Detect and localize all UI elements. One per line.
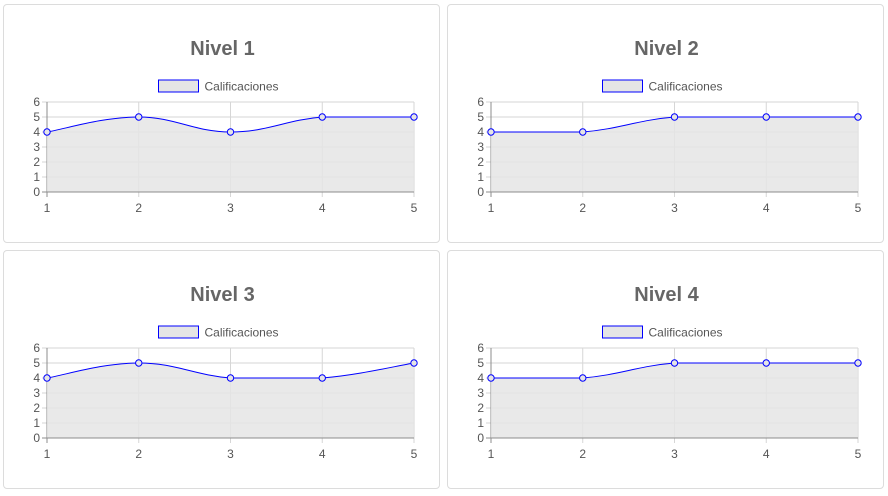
data-point[interactable] [670, 359, 679, 367]
x-tick-label: 5 [411, 201, 418, 215]
x-tick-label: 4 [763, 447, 770, 461]
y-tick-label: 0 [33, 431, 40, 445]
y-tick-label: 4 [33, 371, 40, 385]
legend-label[interactable]: Calificaciones [649, 80, 723, 94]
x-tick-label: 3 [671, 201, 678, 215]
y-tick-label: 6 [477, 341, 484, 355]
y-tick-label: 1 [33, 416, 40, 430]
y-tick-label: 2 [33, 155, 40, 169]
x-tick-label: 2 [135, 447, 142, 461]
data-point[interactable] [487, 128, 495, 136]
chart-title: Nivel 1 [190, 38, 254, 60]
data-point[interactable] [226, 374, 235, 382]
y-tick-label: 4 [477, 125, 484, 139]
y-tick-label: 0 [477, 431, 484, 445]
chart-card-nivel-3: Nivel 3 Calificaciones 0 1 2 3 4 5 6 1 2 3 4 5 [3, 250, 440, 489]
y-tick-label: 2 [33, 401, 40, 415]
legend-swatch[interactable] [602, 79, 643, 93]
y-tick-label: 4 [33, 125, 40, 139]
data-point[interactable] [854, 359, 862, 367]
chart-card-nivel-4: Nivel 4 Calificaciones 0 1 2 3 4 5 6 1 2 3 4 5 [447, 250, 884, 489]
x-tick-label: 2 [579, 447, 586, 461]
data-point[interactable] [579, 374, 587, 382]
x-tick-label: 4 [763, 201, 770, 215]
data-point[interactable] [318, 374, 326, 382]
legend-swatch[interactable] [158, 79, 199, 93]
data-point[interactable] [487, 374, 495, 382]
y-tick-label: 1 [33, 170, 40, 184]
chart-card-nivel-2: Nivel 2 Calificaciones 0 1 2 3 4 5 6 1 2 3 4 5 [447, 4, 884, 243]
data-point[interactable] [410, 113, 418, 121]
series-area [491, 117, 858, 192]
x-tick-label: 1 [44, 447, 51, 461]
data-point[interactable] [762, 113, 770, 121]
chart-title: Nivel 4 [634, 284, 699, 306]
y-tick-label: 3 [477, 386, 484, 400]
x-tick-label: 2 [135, 201, 142, 215]
y-tick-label: 1 [477, 170, 484, 184]
y-tick-label: 5 [477, 110, 484, 124]
y-tick-label: 0 [33, 185, 40, 199]
x-tick-label: 5 [855, 201, 862, 215]
y-tick-label: 5 [33, 110, 40, 124]
y-tick-label: 3 [477, 140, 484, 154]
x-tick-label: 4 [319, 201, 326, 215]
x-tick-label: 1 [488, 447, 495, 461]
data-point[interactable] [410, 359, 418, 367]
data-point[interactable] [579, 128, 587, 136]
x-tick-label: 3 [671, 447, 678, 461]
data-point[interactable] [226, 128, 235, 136]
x-tick-label: 2 [579, 201, 586, 215]
y-tick-label: 0 [477, 185, 484, 199]
legend-label[interactable]: Calificaciones [205, 326, 279, 340]
series-area [47, 363, 414, 438]
y-tick-label: 6 [477, 95, 484, 109]
data-point[interactable] [762, 359, 770, 367]
data-point[interactable] [43, 374, 51, 382]
x-tick-label: 1 [44, 201, 51, 215]
y-tick-label: 6 [33, 341, 40, 355]
x-tick-label: 5 [855, 447, 862, 461]
data-point[interactable] [135, 359, 143, 367]
y-tick-label: 3 [33, 140, 40, 154]
y-tick-label: 4 [477, 371, 484, 385]
data-point[interactable] [135, 113, 143, 121]
y-tick-label: 3 [33, 386, 40, 400]
y-tick-label: 6 [33, 95, 40, 109]
legend-label[interactable]: Calificaciones [205, 80, 279, 94]
x-tick-label: 4 [319, 447, 326, 461]
data-point[interactable] [43, 128, 51, 136]
x-tick-label: 3 [227, 201, 234, 215]
y-tick-label: 2 [477, 155, 484, 169]
x-tick-label: 3 [227, 447, 234, 461]
chart-card-nivel-1: Nivel 1 Calificaciones 0 1 2 3 4 5 6 1 2 3 4 5 [3, 4, 440, 243]
data-point[interactable] [318, 113, 326, 121]
chart-title: Nivel 2 [634, 38, 698, 60]
y-tick-label: 5 [477, 356, 484, 370]
series-area [491, 363, 858, 438]
data-point[interactable] [854, 113, 862, 121]
y-tick-label: 5 [33, 356, 40, 370]
x-tick-label: 5 [411, 447, 418, 461]
y-tick-label: 2 [477, 401, 484, 415]
data-point[interactable] [670, 113, 679, 121]
y-tick-label: 1 [477, 416, 484, 430]
x-tick-label: 1 [488, 201, 495, 215]
series-area [47, 117, 414, 192]
legend-swatch[interactable] [602, 325, 643, 339]
legend-swatch[interactable] [158, 325, 199, 339]
legend-label[interactable]: Calificaciones [649, 326, 723, 340]
chart-title: Nivel 3 [190, 284, 254, 306]
